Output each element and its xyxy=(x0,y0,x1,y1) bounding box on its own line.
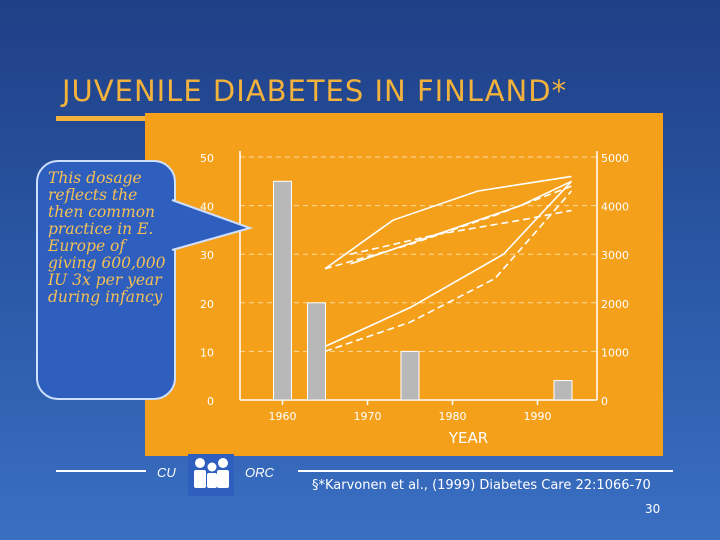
y-left-tick-label: 0 xyxy=(207,395,214,408)
y-left-tick-label: 50 xyxy=(200,152,214,165)
y-right-tick-label: 2000 xyxy=(601,298,629,311)
y-left-tick-label: 30 xyxy=(200,249,214,262)
y-right-tick-label: 0 xyxy=(601,395,608,408)
x-tick-label: 1970 xyxy=(354,410,382,423)
series-line xyxy=(350,209,572,255)
y-right-tick-label: 5000 xyxy=(601,152,629,165)
x-tick-label: 1960 xyxy=(269,410,297,423)
y-left-tick-label: 20 xyxy=(200,298,214,311)
slide-title: JUVENILE DIABETES IN FINLAND* xyxy=(62,74,568,108)
callout-bubble xyxy=(36,160,176,400)
y-right-tick-label: 3000 xyxy=(601,249,629,262)
slide-number: 30 xyxy=(645,502,661,516)
series-line xyxy=(324,190,573,353)
bar xyxy=(307,302,326,401)
citation: §*Karvonen et al., (1999) Diabetes Care … xyxy=(312,478,651,493)
footer-rule-left xyxy=(56,470,146,472)
x-axis-label: YEAR xyxy=(448,429,488,447)
y-left-tick-label: 10 xyxy=(200,346,214,359)
footer-left-label: CU xyxy=(157,465,176,480)
series-line xyxy=(350,180,572,265)
footer-right-label: ORC xyxy=(245,465,274,480)
people-logo-icon xyxy=(188,454,234,496)
bar xyxy=(553,380,573,401)
bar xyxy=(273,180,292,401)
series-line xyxy=(324,185,572,270)
series-line xyxy=(324,175,572,270)
callout-pointer xyxy=(171,199,254,251)
y-right-tick-label: 4000 xyxy=(601,201,629,214)
footer-rule-right xyxy=(298,470,673,472)
y-right-tick-label: 1000 xyxy=(601,346,629,359)
callout-text: This dosage reflects the then common pra… xyxy=(48,169,166,306)
x-tick-label: 1980 xyxy=(439,410,467,423)
x-tick-label: 1990 xyxy=(524,410,552,423)
bar xyxy=(400,350,420,401)
